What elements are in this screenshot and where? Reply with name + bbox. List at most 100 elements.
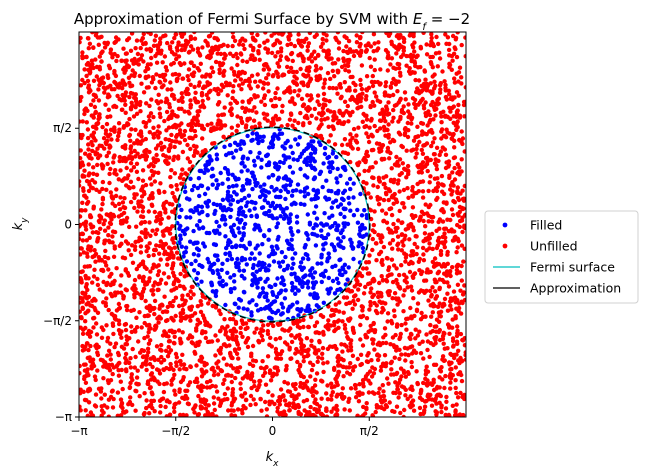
point-unfilled xyxy=(375,184,380,190)
point-unfilled xyxy=(386,111,392,117)
point-unfilled xyxy=(433,51,439,56)
point-filled xyxy=(234,183,239,188)
point-unfilled xyxy=(292,396,297,401)
point-unfilled xyxy=(368,165,373,170)
point-unfilled xyxy=(217,308,222,313)
point-unfilled xyxy=(456,213,461,218)
point-unfilled xyxy=(433,289,438,294)
point-unfilled xyxy=(164,333,169,338)
point-unfilled xyxy=(105,339,110,344)
point-unfilled xyxy=(281,393,286,398)
point-unfilled xyxy=(151,77,156,82)
point-unfilled xyxy=(346,287,351,292)
point-unfilled xyxy=(365,353,370,358)
point-unfilled xyxy=(319,411,324,417)
point-unfilled xyxy=(151,156,156,161)
point-unfilled xyxy=(427,180,432,185)
point-unfilled xyxy=(92,180,98,185)
point-filled xyxy=(306,191,311,197)
point-unfilled xyxy=(282,340,288,345)
point-unfilled xyxy=(207,72,213,78)
point-unfilled xyxy=(161,357,167,363)
point-unfilled xyxy=(149,377,154,382)
point-unfilled xyxy=(289,333,294,338)
point-unfilled xyxy=(450,58,455,63)
point-filled xyxy=(348,186,353,192)
point-unfilled xyxy=(435,392,441,398)
point-filled xyxy=(214,202,220,208)
point-unfilled xyxy=(367,369,373,374)
point-unfilled xyxy=(183,38,189,43)
point-unfilled xyxy=(447,360,452,365)
point-unfilled xyxy=(234,128,239,134)
point-unfilled xyxy=(240,320,245,325)
point-unfilled xyxy=(147,46,153,52)
point-unfilled xyxy=(382,353,388,358)
point-unfilled xyxy=(351,294,357,299)
point-unfilled xyxy=(170,190,175,196)
point-unfilled xyxy=(197,80,202,85)
point-unfilled xyxy=(254,110,259,115)
point-unfilled xyxy=(439,173,445,179)
point-filled xyxy=(239,188,245,193)
point-unfilled xyxy=(129,83,135,88)
point-unfilled xyxy=(418,395,423,401)
point-unfilled xyxy=(122,205,128,210)
point-unfilled xyxy=(433,157,438,162)
point-unfilled xyxy=(459,42,464,48)
point-unfilled xyxy=(246,108,252,113)
point-unfilled xyxy=(229,408,234,413)
point-unfilled xyxy=(180,43,185,48)
point-unfilled xyxy=(260,359,265,364)
point-unfilled xyxy=(399,322,404,328)
point-unfilled xyxy=(157,211,162,216)
point-unfilled xyxy=(321,91,327,97)
point-unfilled xyxy=(140,168,146,173)
point-unfilled xyxy=(404,327,409,332)
point-unfilled xyxy=(293,386,298,392)
point-unfilled xyxy=(170,109,175,114)
point-unfilled xyxy=(163,210,168,215)
point-unfilled xyxy=(134,315,139,320)
point-unfilled xyxy=(268,335,273,340)
point-filled xyxy=(245,156,250,161)
point-unfilled xyxy=(423,224,428,229)
point-unfilled xyxy=(117,207,123,212)
point-unfilled xyxy=(233,375,238,381)
point-unfilled xyxy=(133,99,139,104)
point-unfilled xyxy=(186,67,192,72)
point-unfilled xyxy=(200,136,205,141)
point-unfilled xyxy=(456,93,461,98)
point-filled xyxy=(239,169,244,174)
point-unfilled xyxy=(205,122,210,128)
point-unfilled xyxy=(134,161,140,166)
point-unfilled xyxy=(205,413,211,417)
point-unfilled xyxy=(421,143,426,148)
point-unfilled xyxy=(92,104,98,110)
point-unfilled xyxy=(393,66,398,71)
point-unfilled xyxy=(255,84,260,89)
point-unfilled xyxy=(405,134,411,140)
point-filled xyxy=(265,200,271,205)
point-unfilled xyxy=(306,324,311,330)
point-unfilled xyxy=(386,226,391,231)
point-unfilled xyxy=(312,323,318,329)
point-unfilled xyxy=(148,326,153,331)
point-unfilled xyxy=(410,188,415,193)
point-unfilled xyxy=(151,398,157,403)
point-unfilled xyxy=(389,212,395,218)
point-unfilled xyxy=(126,75,132,81)
point-unfilled xyxy=(88,343,93,349)
point-unfilled xyxy=(296,404,302,410)
point-unfilled xyxy=(233,338,239,343)
point-filled xyxy=(249,310,254,315)
point-unfilled xyxy=(313,377,318,382)
point-unfilled xyxy=(432,72,437,77)
point-unfilled xyxy=(430,214,436,220)
point-unfilled xyxy=(138,109,143,114)
point-unfilled xyxy=(158,181,163,186)
point-unfilled xyxy=(110,388,115,393)
point-unfilled xyxy=(414,146,419,152)
point-unfilled xyxy=(455,324,460,329)
point-unfilled xyxy=(372,209,377,214)
